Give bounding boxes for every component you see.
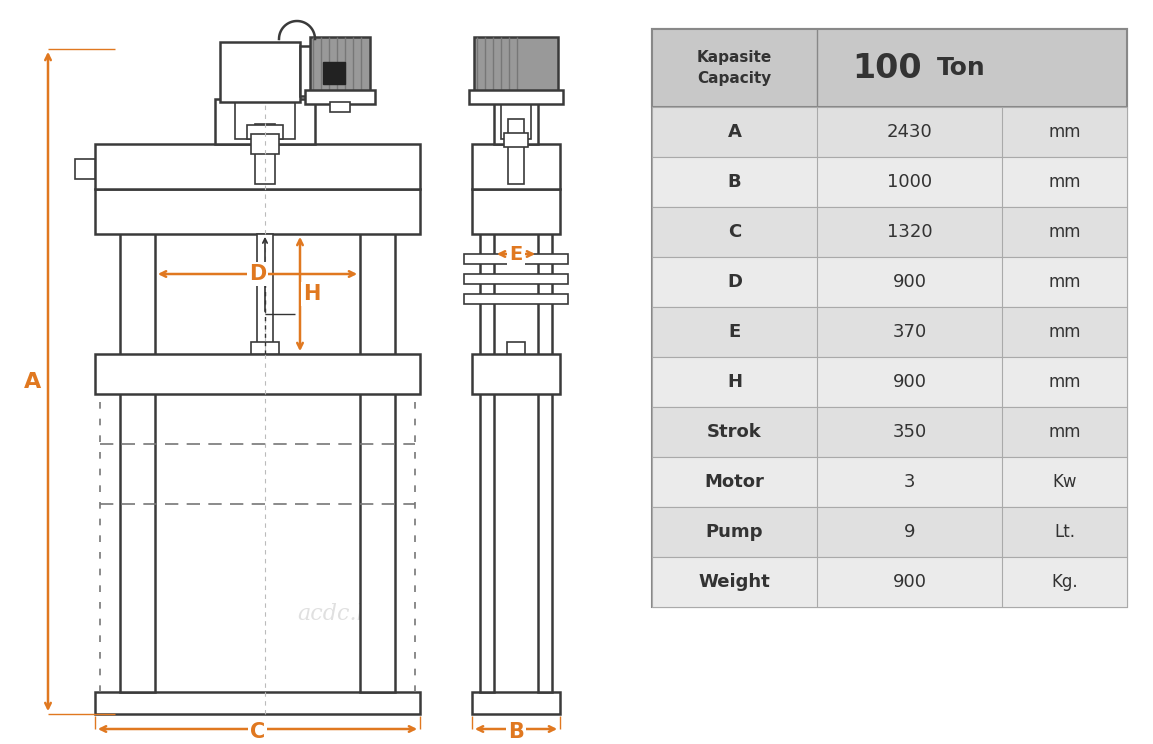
Bar <box>474 37 558 92</box>
Bar <box>651 407 1126 457</box>
Bar <box>651 557 1126 607</box>
Bar <box>306 90 375 104</box>
Text: A: A <box>728 123 741 141</box>
Bar <box>472 189 560 234</box>
Bar <box>95 144 420 189</box>
Bar <box>251 342 279 354</box>
Bar <box>255 124 276 184</box>
Bar <box>472 144 560 189</box>
Bar <box>507 342 525 354</box>
Text: mm: mm <box>1048 173 1080 191</box>
Text: D: D <box>728 273 743 291</box>
Bar <box>247 125 282 139</box>
Bar <box>75 159 95 179</box>
Bar <box>493 99 538 144</box>
Text: 350: 350 <box>892 423 927 441</box>
Text: 370: 370 <box>892 323 927 341</box>
Text: acdc.by: acdc.by <box>296 603 383 625</box>
Bar <box>310 37 370 92</box>
Bar <box>120 189 155 692</box>
Bar <box>360 189 395 692</box>
Bar <box>651 257 1126 307</box>
Text: mm: mm <box>1048 373 1080 391</box>
Bar <box>330 102 351 112</box>
Bar <box>472 354 560 394</box>
Bar <box>651 357 1126 407</box>
Text: D: D <box>249 264 266 284</box>
Text: C: C <box>728 223 741 241</box>
Text: A: A <box>24 371 42 391</box>
Text: mm: mm <box>1048 423 1080 441</box>
Text: 900: 900 <box>892 373 927 391</box>
Text: 9: 9 <box>904 523 915 541</box>
Bar <box>651 29 1126 607</box>
Text: mm: mm <box>1048 123 1080 141</box>
Text: Pump: Pump <box>706 523 763 541</box>
Text: mm: mm <box>1048 223 1080 241</box>
Text: Strok: Strok <box>707 423 762 441</box>
Text: H: H <box>728 373 743 391</box>
Text: Ton: Ton <box>937 56 986 80</box>
Bar <box>95 189 420 234</box>
Text: 1320: 1320 <box>887 223 933 241</box>
Text: Kg.: Kg. <box>1052 573 1078 591</box>
Bar <box>480 189 493 692</box>
Text: 900: 900 <box>892 573 927 591</box>
Text: Kapasite
Capacity: Kapasite Capacity <box>696 50 773 86</box>
Text: mm: mm <box>1048 323 1080 341</box>
Bar <box>504 133 528 147</box>
Bar <box>95 354 420 394</box>
Text: 900: 900 <box>892 273 927 291</box>
Bar <box>651 29 1126 107</box>
Text: 100: 100 <box>852 51 922 85</box>
Text: Motor: Motor <box>704 473 764 491</box>
Text: C: C <box>250 722 265 742</box>
Bar <box>651 457 1126 507</box>
Bar <box>464 294 568 304</box>
Bar <box>651 207 1126 257</box>
Text: B: B <box>728 173 741 191</box>
Bar <box>95 692 420 714</box>
Bar <box>651 507 1126 557</box>
Bar <box>257 234 273 352</box>
Text: 1000: 1000 <box>887 173 932 191</box>
Text: mm: mm <box>1048 273 1080 291</box>
Bar <box>251 134 279 154</box>
Bar <box>651 157 1126 207</box>
Bar <box>508 119 523 184</box>
Text: H: H <box>303 284 321 304</box>
Text: Weight: Weight <box>699 573 770 591</box>
Bar <box>323 62 345 84</box>
Bar <box>214 99 315 144</box>
Text: Lt.: Lt. <box>1054 523 1075 541</box>
Bar <box>300 46 330 96</box>
Text: B: B <box>508 722 523 742</box>
Bar <box>651 107 1126 157</box>
Bar <box>472 692 560 714</box>
Text: 2430: 2430 <box>887 123 933 141</box>
Text: 3: 3 <box>904 473 915 491</box>
Bar <box>469 90 563 104</box>
Text: E: E <box>729 323 740 341</box>
Bar <box>538 189 552 692</box>
Text: Kw: Kw <box>1053 473 1077 491</box>
Bar <box>651 307 1126 357</box>
Bar <box>464 274 568 284</box>
Bar <box>220 42 300 102</box>
Bar <box>502 84 532 139</box>
Bar <box>235 84 295 139</box>
Text: E: E <box>510 245 522 263</box>
Bar <box>464 254 568 264</box>
